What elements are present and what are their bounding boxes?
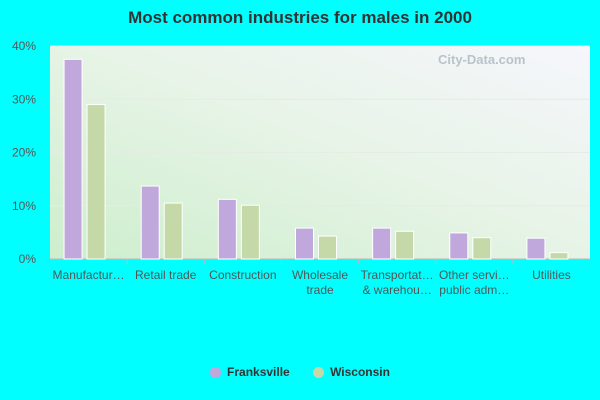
x-category-label: Manufactur… — [53, 268, 125, 282]
bar-franksville[interactable] — [372, 227, 392, 260]
x-category-label: Construction — [209, 268, 276, 282]
legend-label-wisconsin: Wisconsin — [330, 365, 390, 379]
bar-franksville[interactable] — [217, 198, 237, 260]
bar-franksville[interactable] — [140, 185, 160, 260]
y-tick-label: 40% — [12, 39, 36, 53]
x-category-label: trade — [306, 283, 334, 297]
bar-wisconsin[interactable] — [240, 204, 260, 260]
bar-franksville[interactable] — [449, 232, 469, 260]
y-tick-label: 10% — [12, 199, 36, 213]
x-category-label: public adm… — [439, 283, 509, 297]
bar-wisconsin[interactable] — [472, 237, 492, 260]
x-category-label: Other servi… — [439, 268, 510, 282]
legend-item-franksville: Franksville — [210, 365, 290, 379]
bar-franksville[interactable] — [295, 227, 314, 260]
chart-title: Most common industries for males in 2000 — [128, 8, 472, 27]
bar-wisconsin[interactable] — [318, 235, 337, 260]
bar-franksville[interactable] — [526, 237, 546, 260]
x-category-label: Wholesale — [292, 268, 348, 282]
y-tick-label: 30% — [12, 92, 36, 106]
bar-franksville[interactable] — [63, 58, 83, 260]
legend-label-franksville: Franksville — [227, 365, 290, 379]
legend-swatch-franksville — [210, 366, 222, 378]
x-category-label: Retail trade — [135, 268, 197, 282]
bar-wisconsin[interactable] — [163, 202, 183, 260]
bar-wisconsin[interactable] — [86, 104, 106, 260]
legend: Franksville Wisconsin — [0, 365, 600, 381]
x-category-label: Transportat… — [361, 268, 434, 282]
legend-swatch-wisconsin — [313, 366, 325, 378]
y-tick-label: 0% — [19, 252, 37, 266]
bar-wisconsin[interactable] — [549, 252, 569, 260]
legend-item-wisconsin: Wisconsin — [313, 365, 390, 379]
x-category-label: & warehou… — [362, 283, 431, 297]
y-tick-label: 20% — [12, 146, 36, 160]
watermark: City-Data.com — [438, 52, 526, 67]
bar-wisconsin[interactable] — [395, 230, 415, 260]
x-category-label: Utilities — [532, 268, 571, 282]
